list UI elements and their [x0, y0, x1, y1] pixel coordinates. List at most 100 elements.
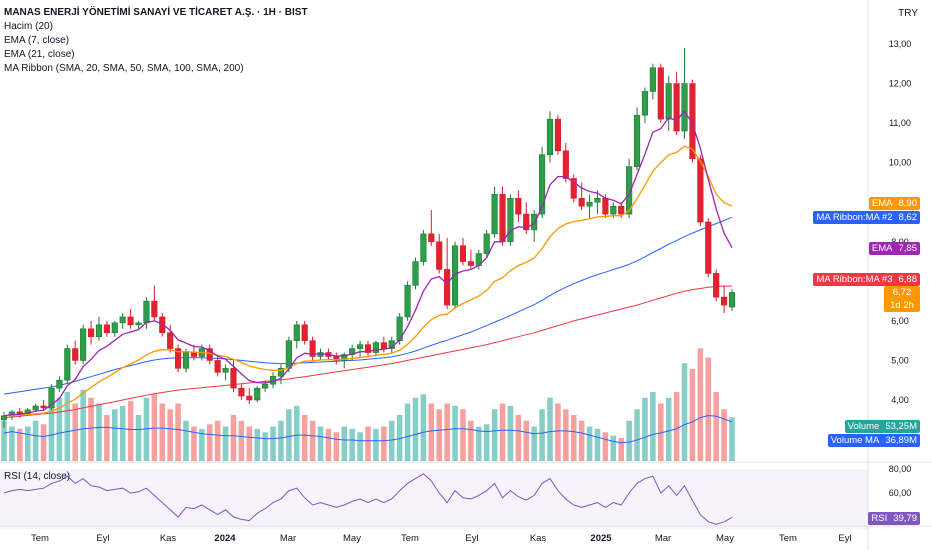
time-tick-label: 2024 — [214, 533, 236, 544]
volume-bar — [349, 428, 355, 461]
candle-body — [546, 118, 554, 156]
volume-bar — [317, 426, 324, 461]
volume-bar — [381, 426, 387, 461]
candlesticks — [0, 47, 736, 428]
price-tick-label: 4,00 — [891, 395, 909, 405]
candle-body — [570, 178, 577, 199]
time-tick-label: Tem — [31, 533, 49, 544]
volume-bar — [721, 409, 727, 461]
indicator-ema7-label[interactable]: EMA (7, close) — [4, 35, 70, 46]
candle-body — [95, 324, 103, 338]
candle-body — [119, 316, 126, 324]
volume-bar — [72, 403, 78, 461]
indicator-volume-label[interactable]: Hacim (20) — [4, 21, 53, 32]
price-tick-label: 5,00 — [891, 355, 909, 365]
volume-bar — [104, 415, 110, 461]
volume-bar — [214, 420, 221, 461]
volume-bar — [539, 409, 545, 461]
bar-countdown: 1d 2h — [890, 300, 914, 311]
candle-body — [285, 340, 292, 369]
rsi-band — [0, 469, 868, 529]
volume-bar — [658, 403, 664, 461]
candle-body — [40, 405, 47, 409]
volume-bar — [286, 409, 292, 461]
volume-bar — [183, 420, 189, 461]
volume-bar — [388, 420, 395, 461]
time-tick-label: Mar — [655, 533, 671, 544]
candle-body — [539, 154, 546, 215]
volume-bar — [143, 397, 150, 461]
price-tick-label: 10,00 — [889, 158, 912, 168]
indicator-ma-ribbon-label[interactable]: MA Ribbon (SMA, 20, SMA, 50, SMA, 100, S… — [4, 63, 244, 74]
time-tick-label: Eyl — [838, 533, 851, 544]
candle-body — [254, 387, 261, 401]
volume-bar — [238, 420, 245, 461]
candle-body — [586, 201, 593, 207]
ema-purple-tag-value: 7,85 — [898, 243, 918, 254]
volume-ma-tag-value: 36,89M — [885, 435, 917, 446]
candle-body — [262, 383, 269, 389]
candle-body — [657, 67, 664, 120]
candle-body — [594, 197, 601, 203]
time-tick-label: May — [343, 533, 361, 544]
symbol-title[interactable]: MANAS ENERJİ YÖNETİMİ SANAYİ VE TİCARET … — [4, 7, 308, 18]
volume-bar — [40, 424, 47, 461]
price-tick-label: 6,00 — [891, 316, 909, 326]
volume-bar — [262, 432, 268, 461]
volume-bar — [17, 428, 23, 461]
volume-bar — [246, 426, 253, 461]
candle-body — [341, 354, 348, 361]
candle-body — [721, 296, 728, 306]
candle-body — [293, 324, 300, 341]
time-tick-label: Tem — [779, 533, 797, 544]
candle-body — [404, 284, 411, 318]
volume-bar — [64, 392, 71, 461]
candle-body — [499, 194, 506, 243]
last-price-value: 6,72 — [892, 287, 912, 298]
indicator-ema21-label[interactable]: EMA (21, close) — [4, 49, 75, 60]
ema-orange-tag: EMA 8,90 — [868, 197, 920, 210]
volume-ma-line — [3, 414, 733, 444]
volume-bar — [254, 428, 260, 461]
volume-bar — [88, 397, 94, 461]
volume-bar — [135, 415, 142, 461]
ema-orange-tag-value: 8,90 — [898, 198, 918, 209]
candle-body — [364, 344, 372, 353]
candle-body — [56, 379, 63, 389]
candle-body — [277, 368, 285, 377]
volume-bar — [428, 403, 435, 461]
volume-bar — [650, 392, 656, 461]
candle-body — [301, 324, 308, 341]
volume-bar — [626, 420, 632, 461]
time-tick-label: 2025 — [590, 533, 612, 544]
candle-body — [641, 91, 649, 116]
candle-body — [103, 324, 110, 334]
volume-bar — [642, 397, 648, 461]
rsi-legend-label[interactable]: RSI (14, close) — [4, 471, 71, 482]
candle-body — [72, 348, 79, 361]
volume-bar — [333, 432, 340, 461]
candle-body — [151, 300, 158, 318]
rsi-tag: RSI 39,79 — [868, 512, 920, 525]
volume-bar — [468, 420, 474, 461]
candle-body — [175, 348, 182, 369]
volume-bar — [96, 403, 102, 461]
candle-body — [0, 415, 8, 421]
candle-body — [665, 83, 672, 120]
ma2-tag-value: 8,62 — [898, 212, 918, 223]
volume-bar — [531, 426, 537, 461]
ema-orange-tag-label: EMA — [871, 198, 893, 209]
candle-body — [214, 360, 221, 373]
volume-bar — [412, 397, 419, 461]
candle-body — [48, 387, 55, 409]
volume-bar — [127, 401, 134, 461]
currency-label[interactable]: TRY — [898, 8, 918, 19]
rsi-tick-label: 80,00 — [889, 464, 912, 474]
time-tick-label: May — [716, 533, 734, 544]
candle-body — [127, 316, 134, 326]
candle-body — [246, 395, 253, 401]
ma-ribbon-ma3-line — [3, 285, 732, 419]
volume-bar — [681, 363, 688, 461]
